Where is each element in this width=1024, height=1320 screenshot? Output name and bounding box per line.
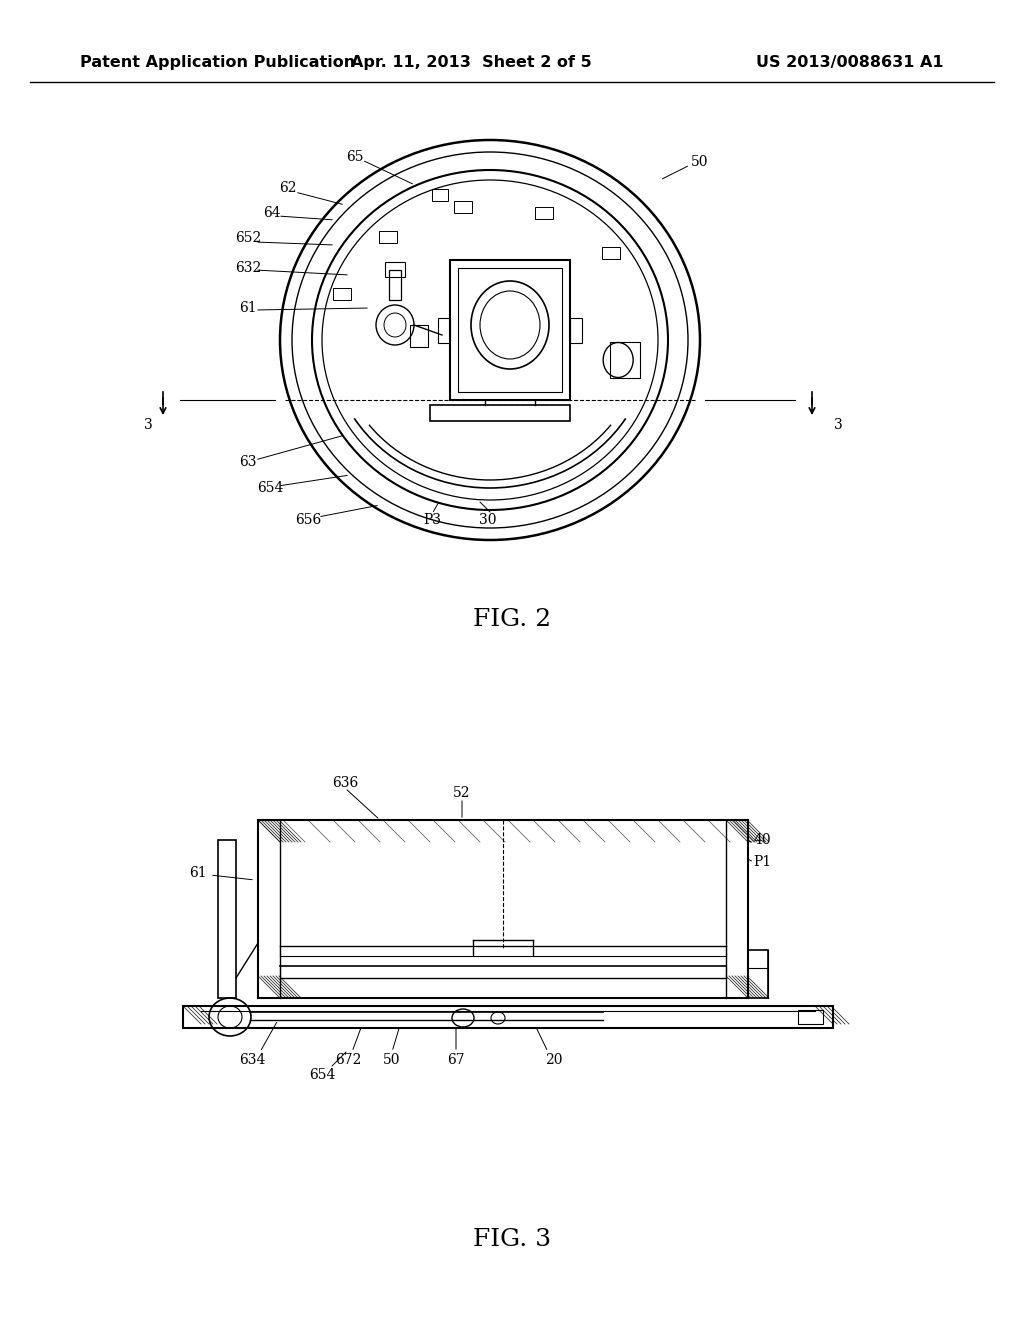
Text: 3: 3 <box>143 418 153 432</box>
Text: P3: P3 <box>423 513 441 527</box>
Bar <box>430 405 570 421</box>
Text: P1: P1 <box>753 855 771 869</box>
Bar <box>438 318 450 343</box>
Bar <box>450 260 570 400</box>
Bar <box>610 342 640 378</box>
Bar <box>458 268 562 392</box>
Text: 52: 52 <box>454 785 471 800</box>
Text: 50: 50 <box>691 154 709 169</box>
Bar <box>183 1006 833 1028</box>
Text: 654: 654 <box>309 1068 335 1082</box>
Text: FIG. 2: FIG. 2 <box>473 609 551 631</box>
Text: 30: 30 <box>479 513 497 527</box>
Text: 652: 652 <box>234 231 261 246</box>
Text: 61: 61 <box>240 301 257 315</box>
Bar <box>389 271 401 300</box>
Text: 634: 634 <box>239 1053 265 1067</box>
Text: 63: 63 <box>240 455 257 469</box>
Text: Patent Application Publication: Patent Application Publication <box>80 54 355 70</box>
Text: 672: 672 <box>335 1053 361 1067</box>
Text: US 2013/0088631 A1: US 2013/0088631 A1 <box>757 54 944 70</box>
Bar <box>333 288 350 300</box>
Bar <box>380 231 397 243</box>
Bar <box>385 261 406 277</box>
Bar <box>602 247 621 259</box>
Bar <box>798 1010 823 1024</box>
Bar <box>218 840 236 998</box>
Bar <box>432 189 449 201</box>
Text: 64: 64 <box>263 206 281 220</box>
Text: 61: 61 <box>189 866 207 880</box>
Bar <box>454 201 472 213</box>
Bar <box>535 207 553 219</box>
Text: 65: 65 <box>346 150 364 164</box>
Text: 632: 632 <box>234 261 261 275</box>
Bar <box>570 318 582 343</box>
Bar <box>748 950 768 998</box>
Text: 20: 20 <box>545 1053 563 1067</box>
Text: 3: 3 <box>834 418 843 432</box>
Text: 40: 40 <box>754 833 771 847</box>
Text: 656: 656 <box>295 513 322 527</box>
Text: FIG. 3: FIG. 3 <box>473 1229 551 1251</box>
Text: 636: 636 <box>332 776 358 789</box>
Text: 654: 654 <box>257 480 284 495</box>
Text: 67: 67 <box>447 1053 465 1067</box>
Text: 50: 50 <box>383 1053 400 1067</box>
Text: 62: 62 <box>280 181 297 195</box>
Bar <box>410 325 428 347</box>
Text: Apr. 11, 2013  Sheet 2 of 5: Apr. 11, 2013 Sheet 2 of 5 <box>350 54 592 70</box>
